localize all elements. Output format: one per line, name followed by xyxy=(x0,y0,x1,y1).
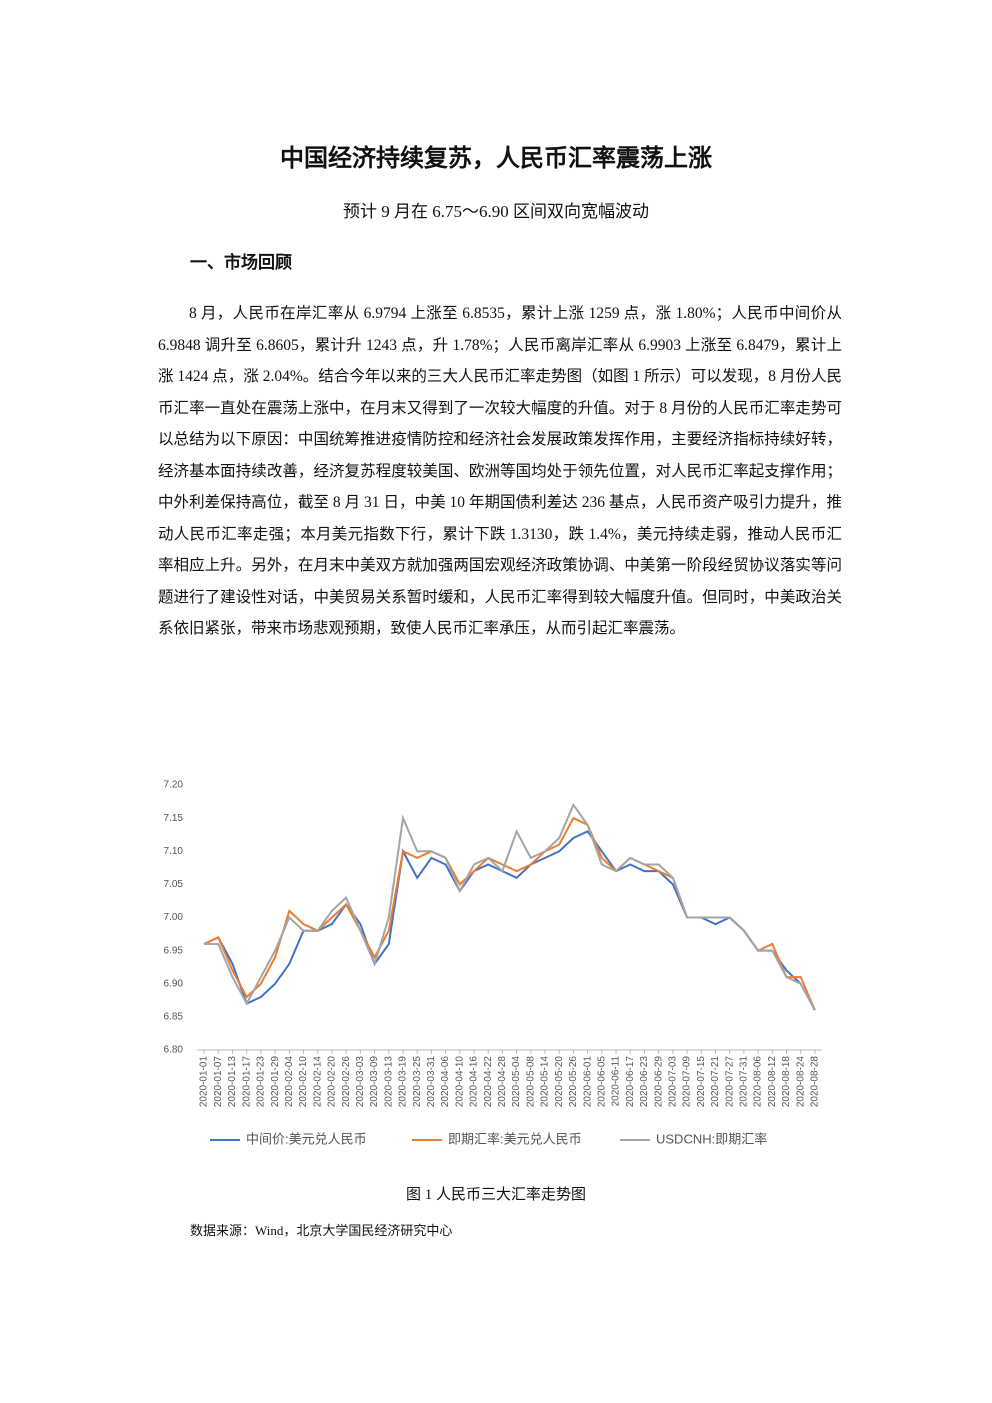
y-tick-label: 7.15 xyxy=(164,813,184,824)
x-tick-label: 2020-01-07 xyxy=(213,1056,224,1108)
x-tick-label: 2020-06-11 xyxy=(611,1056,622,1107)
x-tick-label: 2020-06-05 xyxy=(596,1056,607,1108)
x-tick-label: 2020-03-09 xyxy=(369,1056,380,1108)
x-tick-label: 2020-07-09 xyxy=(682,1056,693,1108)
x-tick-label: 2020-05-08 xyxy=(525,1056,536,1108)
x-tick-label: 2020-03-03 xyxy=(355,1056,366,1108)
figure-caption: 图 1 人民币三大汇率走势图 xyxy=(405,1187,586,1203)
x-tick-label: 2020-07-31 xyxy=(739,1056,750,1108)
x-tick-label: 2020-06-01 xyxy=(582,1056,593,1108)
legend-label: 中间价:美元兑人民币 xyxy=(246,1131,367,1146)
x-tick-label: 2020-06-23 xyxy=(639,1056,650,1108)
title: 中国经济持续复苏，人民币汇率震荡上涨 xyxy=(280,146,712,172)
legend-label: USDCNH:即期汇率 xyxy=(656,1131,767,1146)
y-tick-label: 7.20 xyxy=(164,780,184,791)
x-tick-label: 2020-05-20 xyxy=(554,1056,565,1108)
x-tick-label: 2020-06-17 xyxy=(625,1056,636,1108)
x-tick-label: 2020-05-04 xyxy=(511,1056,522,1108)
series-line xyxy=(203,830,816,1011)
x-tick-label: 2020-01-13 xyxy=(227,1056,238,1108)
x-tick-label: 2020-04-06 xyxy=(440,1056,451,1108)
x-tick-label: 2020-08-12 xyxy=(767,1056,778,1108)
paragraph: 8 月，人民币在岸汇率从 6.9794 上涨至 6.8535，累计上涨 1259… xyxy=(158,305,842,637)
y-tick-label: 7.10 xyxy=(164,846,184,857)
x-tick-label: 2020-08-24 xyxy=(795,1056,806,1108)
y-tick-label: 6.95 xyxy=(164,945,184,956)
y-tick-label: 7.05 xyxy=(164,879,184,890)
x-tick-label: 2020-06-29 xyxy=(653,1056,664,1108)
series-line xyxy=(203,816,816,1011)
x-tick-label: 2020-02-04 xyxy=(284,1056,295,1108)
x-tick-label: 2020-01-01 xyxy=(199,1056,210,1108)
x-tick-label: 2020-05-26 xyxy=(568,1056,579,1108)
x-tick-label: 2020-01-23 xyxy=(256,1056,267,1108)
series-line xyxy=(204,802,816,1011)
y-tick-label: 6.90 xyxy=(164,978,184,989)
x-tick-label: 2020-02-20 xyxy=(327,1056,338,1108)
y-tick-label: 6.80 xyxy=(164,1045,184,1056)
x-tick-label: 2020-08-18 xyxy=(781,1056,792,1108)
x-tick-label: 2020-07-15 xyxy=(696,1056,707,1108)
x-tick-label: 2020-03-25 xyxy=(412,1056,423,1108)
subtitle: 预计 9 月在 6.75～6.90 区间双向宽幅波动 xyxy=(343,202,649,221)
x-tick-label: 2020-01-17 xyxy=(241,1056,252,1108)
section-heading: 一、市场回顾 xyxy=(190,253,292,272)
x-tick-label: 2020-07-27 xyxy=(724,1056,735,1108)
x-tick-label: 2020-04-22 xyxy=(483,1056,494,1108)
legend-label: 即期汇率:美元兑人民币 xyxy=(448,1131,582,1146)
y-tick-label: 7.00 xyxy=(164,912,184,923)
x-tick-label: 2020-01-29 xyxy=(270,1056,281,1108)
x-tick-label: 2020-05-14 xyxy=(540,1056,551,1108)
x-tick-label: 2020-07-21 xyxy=(710,1056,721,1108)
x-tick-label: 2020-03-19 xyxy=(398,1056,409,1108)
x-tick-label: 2020-02-14 xyxy=(312,1056,323,1108)
x-tick-label: 2020-08-06 xyxy=(753,1056,764,1108)
x-tick-label: 2020-04-28 xyxy=(497,1056,508,1108)
x-tick-label: 2020-02-26 xyxy=(341,1056,352,1108)
x-tick-label: 2020-03-31 xyxy=(426,1056,437,1108)
x-tick-label: 2020-03-13 xyxy=(383,1056,394,1108)
chart: 6.80 6.85 6.90 6.95 7.00 7.05 7.10 7.15 7.20 2020… xyxy=(164,780,822,1146)
x-tick-label: 2020-07-03 xyxy=(667,1056,678,1108)
x-tick-label: 2020-04-10 xyxy=(454,1056,465,1108)
source-note: 数据来源：Wind，北京大学国民经济研究中心 xyxy=(190,1223,453,1238)
x-tick-label: 2020-02-10 xyxy=(298,1056,309,1108)
y-tick-label: 6.85 xyxy=(164,1012,184,1023)
x-tick-label: 2020-08-28 xyxy=(810,1056,821,1108)
x-tick-label: 2020-04-16 xyxy=(469,1056,480,1108)
